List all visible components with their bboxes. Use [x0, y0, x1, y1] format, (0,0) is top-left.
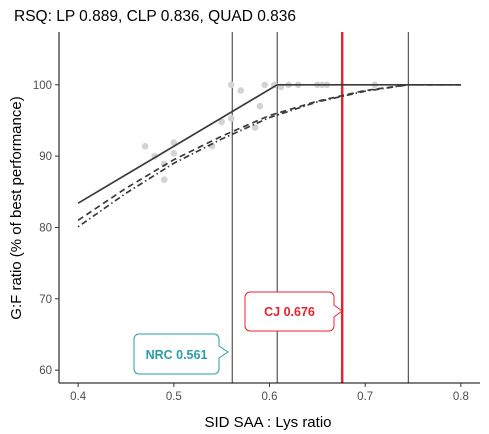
- y-tick-label-4: 100: [33, 80, 52, 92]
- cj-callout-label: CJ 0.676: [264, 305, 315, 319]
- fit-lines: [77, 83, 461, 228]
- x-tick-label-2: 0.6: [262, 391, 278, 403]
- data-point-8: [227, 115, 235, 122]
- y-axis-title: G:F ratio (% of best performance): [8, 96, 25, 319]
- data-point-9: [227, 81, 235, 89]
- y-tick-label-0: 60: [39, 365, 52, 377]
- x-tick-label-4: 0.8: [453, 391, 469, 403]
- x-tick-label-0: 0.4: [70, 391, 87, 403]
- quad-fit-line: [77, 83, 461, 222]
- data-point-0: [141, 142, 149, 150]
- cj-callout: CJ 0.676: [244, 291, 343, 332]
- data-point-5: [170, 139, 178, 146]
- clp-fit-line: [77, 83, 461, 228]
- data-points: [141, 81, 379, 183]
- data-point-12: [256, 102, 264, 110]
- lp-fit-line: [77, 83, 461, 204]
- chart-title: RSQ: LP 0.889, CLP 0.836, QUAD 0.836: [14, 8, 296, 25]
- x-tick-label-3: 0.7: [357, 391, 373, 403]
- x-tick-label-1: 0.5: [166, 391, 182, 403]
- y-tick-label-2: 80: [39, 222, 52, 234]
- x-axis-title: SID SAA : Lys ratio: [205, 414, 332, 431]
- data-point-2: [160, 176, 168, 183]
- data-point-13: [261, 81, 269, 89]
- y-tick-label-3: 90: [39, 151, 52, 163]
- nrc-callout-label: NRC 0.561: [146, 348, 208, 362]
- y-tick-label-1: 70: [39, 294, 52, 306]
- data-point-4: [170, 149, 178, 157]
- data-point-7: [218, 118, 225, 126]
- y-axis-ticks: 60 70 80 90 100: [33, 80, 59, 377]
- data-point-11: [251, 124, 259, 131]
- x-axis-ticks: 0.4 0.5 0.6 0.7 0.8: [70, 383, 469, 403]
- nrc-callout: NRC 0.561: [133, 333, 229, 375]
- data-point-10: [237, 87, 245, 94]
